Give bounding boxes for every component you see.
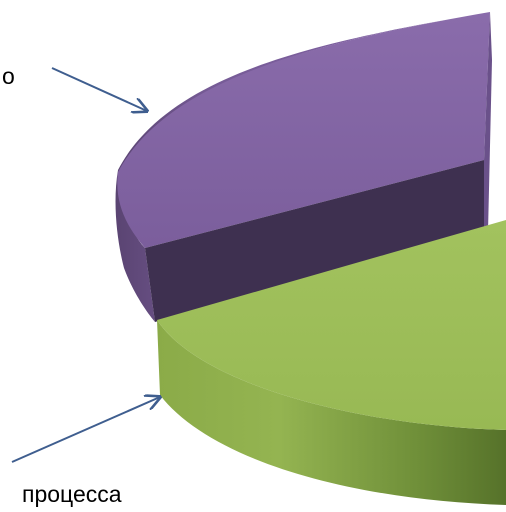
pie-slice-purple-cut <box>145 160 484 322</box>
pie-slice-green-side <box>157 320 506 505</box>
pie-slice-purple-top <box>117 12 490 248</box>
arrow-to-green-slice <box>11 397 160 463</box>
label-purple-slice: о <box>2 63 15 89</box>
arrow-to-purple-slice <box>51 67 147 111</box>
pie-slice-green <box>157 220 506 505</box>
pie-slice-purple-edge <box>484 12 492 232</box>
pie-slice-purple <box>115 12 492 322</box>
pie-slice-green-top <box>157 220 506 430</box>
pie-slice-purple-side <box>115 12 491 322</box>
label-green-slice: процесса <box>22 481 122 507</box>
